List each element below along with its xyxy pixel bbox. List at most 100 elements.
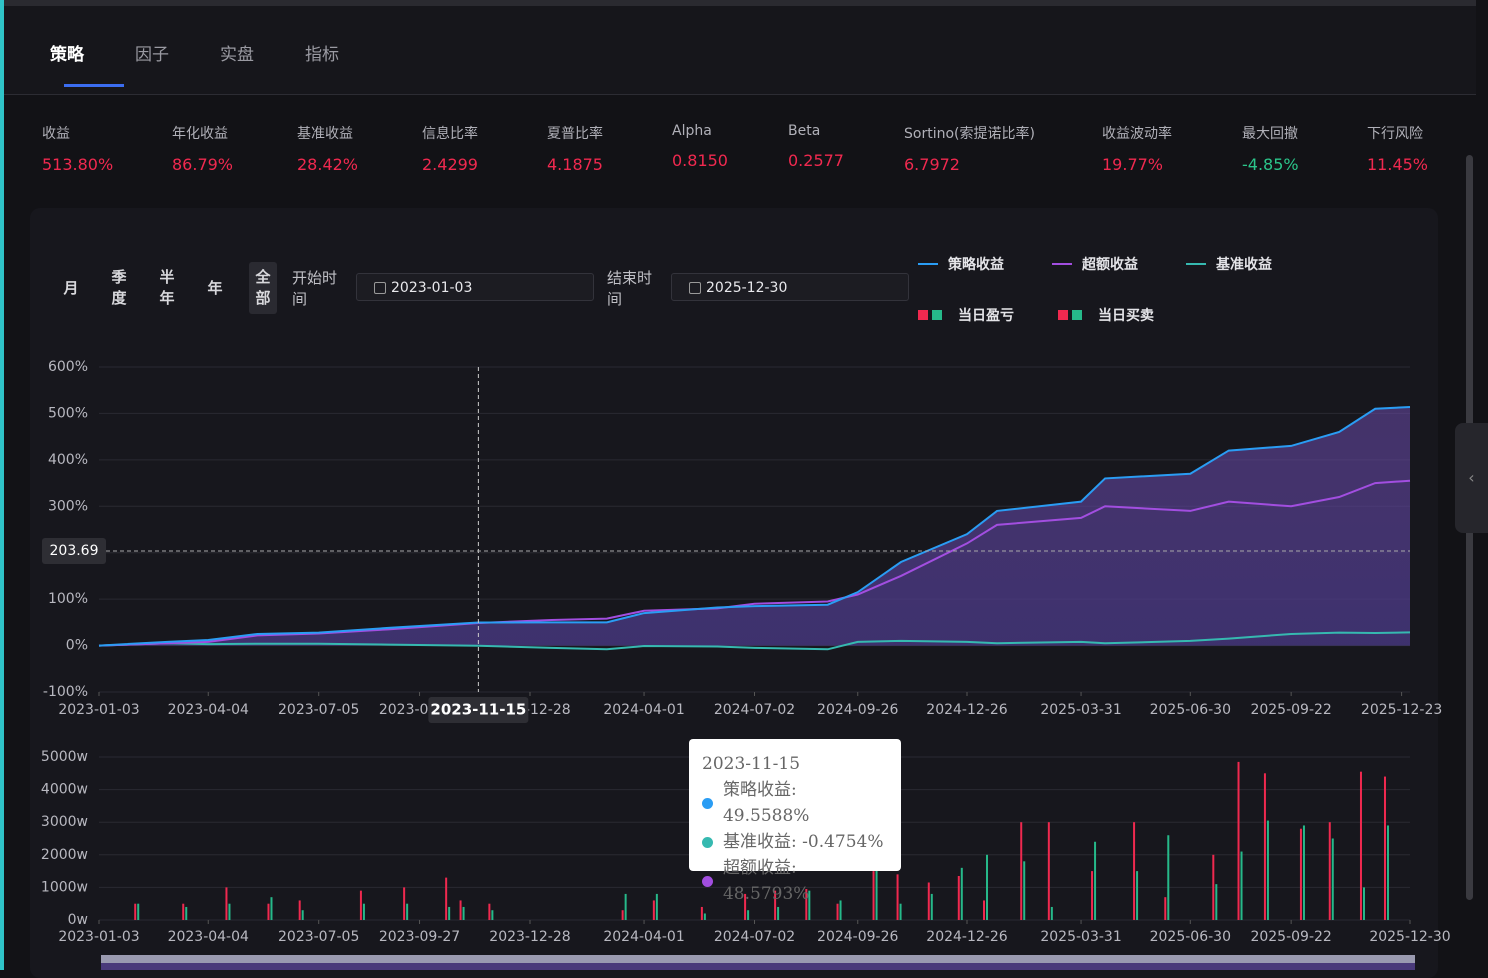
- x-tick-label: 2024-09-26: [817, 929, 898, 945]
- y-tick-label: 2000w: [41, 847, 88, 863]
- tooltip-dot: [702, 836, 713, 848]
- tooltip-text: 超额收益: 48.5793%: [722, 858, 810, 904]
- bar: [875, 851, 878, 920]
- bar: [986, 854, 989, 920]
- x-tick-label: 2024-07-02: [714, 702, 795, 718]
- metric: 最大回撤 -4.85%: [1242, 123, 1299, 174]
- start-label: 开始时间: [292, 269, 338, 308]
- bar: [1094, 841, 1097, 920]
- bar: [1299, 828, 1302, 920]
- line: [98, 406, 1411, 647]
- bar: [808, 890, 811, 920]
- side-toggle[interactable]: ‹: [1455, 423, 1488, 533]
- nav: [4, 0, 1476, 95]
- metric-value: 11.45%: [1367, 155, 1429, 174]
- metric-value: 0.8150: [672, 151, 728, 170]
- metric: Alpha 0.8150: [672, 123, 728, 170]
- period-button[interactable]: 季度: [105, 262, 133, 314]
- period-label: 月: [63, 278, 79, 297]
- metric-label: 收益波动率: [1102, 126, 1172, 142]
- x-tick-label: 2023-09-27: [379, 929, 460, 945]
- end-date[interactable]: 2025-12-30: [671, 273, 909, 301]
- legend-item: 当日买卖: [1058, 305, 1154, 325]
- bar: [185, 906, 188, 920]
- metric-value: 2.4299: [422, 155, 478, 174]
- tooltip-item: 基准收益: -0.4754%: [702, 829, 888, 855]
- bar: [1359, 771, 1362, 920]
- bar: [267, 903, 270, 920]
- zoom-handle[interactable]: [101, 955, 1415, 963]
- tooltip-text: 基准收益: -0.4754%: [723, 832, 884, 852]
- x-tick-label: 2025-09-22: [1250, 929, 1331, 945]
- tabs: 策略 因子 实盘 指标: [50, 40, 390, 65]
- metric-value: 86.79%: [172, 155, 234, 174]
- period-button[interactable]: 年: [201, 262, 229, 314]
- legend: 策略收益 超额收益 基准收益 当日盈亏 当日买卖: [918, 254, 1338, 334]
- legend-swatch: [918, 310, 928, 320]
- tab[interactable]: 指标: [305, 45, 339, 65]
- metric-label: 下行风险: [1367, 126, 1423, 142]
- tooltip-text: 策略收益: 49.5588%: [722, 780, 810, 826]
- metric-label: Sortino(索提诺比率): [904, 126, 1035, 142]
- metric-value: 513.80%: [42, 155, 114, 174]
- metric-value: 6.7972: [904, 155, 960, 174]
- crosshair-x-label: 2023-11-15: [430, 701, 526, 719]
- bar: [896, 874, 899, 920]
- bar: [805, 889, 808, 920]
- bar: [703, 913, 706, 920]
- x-tick-label: 2025-03-31: [1040, 929, 1121, 945]
- bar: [1383, 776, 1386, 920]
- x-tick-label: 2025-06-30: [1150, 702, 1231, 718]
- period-button[interactable]: 全部: [249, 262, 277, 314]
- metric: Sortino(索提诺比率) 6.7972: [904, 123, 1035, 174]
- legend-line: [918, 263, 938, 265]
- y-tick-label: 100%: [48, 591, 88, 607]
- x-tick-label: 2024-12-26: [926, 929, 1007, 945]
- bar: [872, 871, 875, 920]
- x-tick-label: 2023-01-03: [58, 702, 139, 718]
- bar: [403, 887, 406, 920]
- metric-label: 年化收益: [172, 126, 228, 142]
- x-tick-label: 2024-07-02: [714, 929, 795, 945]
- start-date[interactable]: 2023-01-03: [356, 273, 594, 301]
- y-tick-label: 3000w: [41, 814, 88, 830]
- bar: [1302, 825, 1305, 920]
- x-tick-label: 2023-07-05: [278, 929, 359, 945]
- period-button[interactable]: 半年: [153, 262, 181, 314]
- bar: [836, 903, 839, 920]
- tooltip-title: 2023-11-15: [702, 754, 801, 774]
- x-tick-label: 2024-04-01: [603, 702, 684, 718]
- bar: [1386, 825, 1389, 920]
- period-label: 季度: [111, 268, 127, 307]
- line: [98, 631, 1411, 651]
- period-button[interactable]: 月: [57, 262, 85, 314]
- legend-label: 当日盈亏: [958, 308, 1014, 324]
- legend-swatch: [932, 310, 942, 320]
- x-tick-label: 2025-09-22: [1250, 702, 1331, 718]
- metric-label: 夏普比率: [547, 126, 603, 142]
- y-tick-label: 4000w: [41, 782, 88, 798]
- x-tick-label: 2023-01-03: [58, 929, 139, 945]
- tab[interactable]: 实盘: [220, 45, 254, 65]
- edge: [0, 0, 4, 970]
- bar: [406, 903, 409, 920]
- bar: [134, 903, 137, 920]
- bar: [228, 903, 231, 920]
- x-tick-label: 2025-12-30: [1369, 929, 1450, 945]
- bar: [1240, 851, 1243, 920]
- x-tick-label: 2023-07-05: [278, 702, 359, 718]
- bar: [652, 900, 655, 920]
- bar: [744, 893, 747, 920]
- metric-value: 28.42%: [297, 155, 359, 174]
- crosshair-y-label: 203.69: [50, 543, 99, 559]
- bar: [1328, 822, 1331, 920]
- bar: [137, 903, 140, 920]
- tab[interactable]: 策略: [50, 45, 84, 65]
- y-tick-label: 1000w: [41, 879, 88, 895]
- tab[interactable]: 因子: [135, 45, 169, 65]
- metric-label: 信息比率: [422, 126, 478, 142]
- legend-line: [1052, 263, 1072, 265]
- tooltip-item: 超额收益: 48.5793%: [702, 855, 888, 907]
